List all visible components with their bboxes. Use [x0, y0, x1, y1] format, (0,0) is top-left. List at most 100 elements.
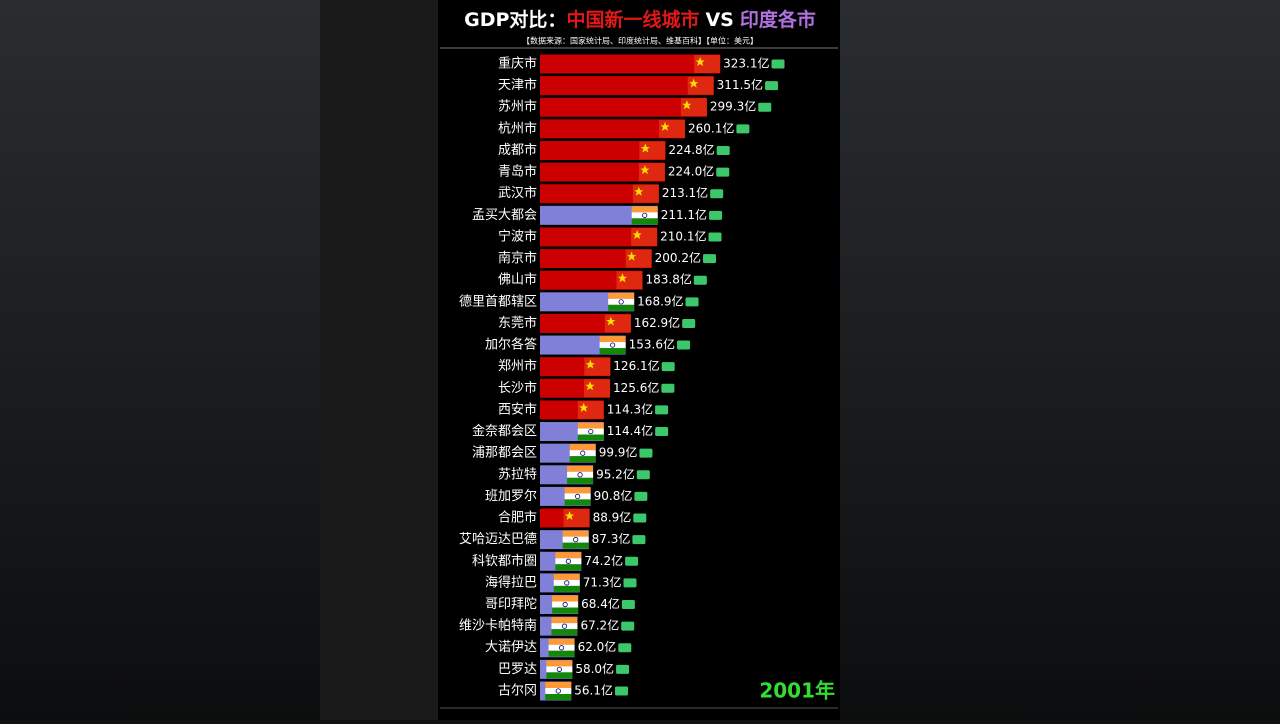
category-label: 天津市 [498, 77, 537, 93]
category-label: 科钦都市圈 [472, 553, 537, 569]
flag-wheel [558, 645, 565, 651]
flag-top [552, 595, 579, 602]
flag-top [553, 573, 580, 580]
subtitle: 【数据来源：国家统计局、印度统计局、维基百科】【单位：美元】 [522, 36, 758, 46]
flag [631, 227, 658, 246]
category-label: 金奈都会区 [472, 423, 537, 439]
flag-mid [552, 601, 579, 608]
flag [687, 76, 714, 95]
flag-top [608, 292, 635, 299]
value-label: 153.6亿 [629, 337, 675, 352]
flag-top [567, 465, 594, 472]
value-label: 99.9亿 [599, 445, 638, 460]
category-label: 西安市 [498, 401, 537, 417]
money-icon [621, 600, 635, 609]
value-label: 224.0亿 [668, 164, 714, 179]
category-label: 杭州市 [498, 120, 537, 136]
category-label: 巴罗达 [498, 662, 537, 677]
flag-bottom [569, 456, 596, 463]
flag-top [599, 336, 626, 343]
flag-star [689, 78, 699, 88]
flag-mid [553, 579, 580, 586]
flag-bottom [548, 650, 575, 657]
flag-mid [551, 623, 578, 630]
flag-bottom [577, 434, 604, 441]
money-icon [708, 232, 722, 242]
flag [584, 379, 611, 398]
bar [540, 119, 686, 139]
year-label: 2001年 [759, 679, 835, 703]
flag [616, 271, 643, 290]
money-icon [682, 318, 696, 328]
category-label: 长沙市 [498, 380, 537, 396]
flag-wheel [580, 450, 586, 456]
flag [548, 638, 575, 657]
money-icon [639, 448, 653, 458]
flag [577, 422, 604, 441]
flag [639, 141, 666, 160]
flag [563, 509, 590, 528]
value-label: 67.2亿 [580, 618, 619, 633]
flag-wheel [561, 623, 568, 629]
category-label: 宁波市 [498, 228, 537, 244]
money-icon [758, 102, 772, 112]
flag-wheel [564, 580, 570, 586]
flag-bottom [567, 477, 594, 484]
chart-title: GDP对比：中国新一线城市 VS 印度各市 [464, 8, 816, 31]
flag-wheel [610, 342, 616, 348]
money-icon [685, 297, 699, 307]
category-label: 大诺伊达 [485, 640, 537, 655]
flag-top [564, 487, 591, 494]
bar [540, 162, 665, 182]
category-label: 南京市 [498, 250, 537, 266]
flag [569, 444, 596, 463]
category-label: 苏州市 [498, 99, 537, 115]
category-label: 古尔冈 [498, 683, 537, 698]
flag [680, 98, 707, 117]
flag-wheel [565, 558, 571, 564]
category-label: 苏拉特 [498, 466, 537, 482]
flag [567, 465, 594, 484]
flag [631, 206, 658, 225]
money-icon [677, 340, 691, 350]
flag-star [585, 381, 595, 391]
flag-bottom [562, 542, 589, 549]
flag-mid [564, 493, 591, 500]
bar [540, 249, 652, 269]
category-label: 东莞市 [498, 315, 537, 331]
flag [546, 660, 573, 679]
flag [659, 119, 686, 138]
flag-top [577, 422, 604, 429]
bar [540, 140, 666, 160]
flag-star [585, 359, 595, 369]
money-icon [634, 491, 648, 501]
money-icon [623, 578, 637, 588]
value-label: 168.9亿 [637, 293, 683, 308]
flag-bottom [552, 607, 579, 614]
flag [604, 314, 631, 333]
flag-mid [548, 644, 575, 651]
money-icon [616, 664, 630, 674]
value-label: 68.4亿 [581, 596, 620, 611]
value-label: 114.4亿 [607, 423, 653, 438]
value-label: 95.2亿 [596, 466, 635, 481]
flag-mid [546, 666, 573, 673]
flag-top [562, 530, 589, 537]
flag [564, 487, 591, 506]
flag-bottom [555, 564, 582, 571]
money-icon [621, 621, 635, 631]
value-label: 260.1亿 [688, 120, 734, 135]
value-label: 299.3亿 [710, 99, 756, 114]
flag-wheel [562, 601, 568, 608]
flag-star [634, 186, 644, 196]
flag-top [555, 552, 582, 559]
flag-bottom [631, 218, 658, 225]
flag-wheel [556, 666, 562, 672]
money-icon [693, 275, 707, 285]
value-label: 74.2亿 [584, 553, 623, 568]
flag-star [606, 316, 616, 326]
bar [540, 184, 659, 204]
flag-wheel [577, 472, 583, 478]
money-icon [716, 167, 730, 177]
